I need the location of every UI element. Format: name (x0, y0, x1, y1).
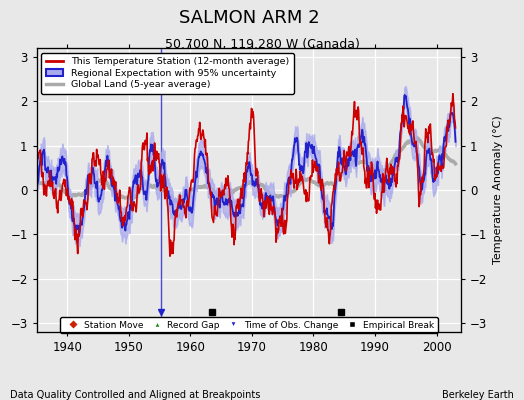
Text: Data Quality Controlled and Aligned at Breakpoints: Data Quality Controlled and Aligned at B… (10, 390, 261, 400)
Title: SALMON ARM 2: SALMON ARM 2 (179, 9, 319, 27)
Legend: Station Move, Record Gap, Time of Obs. Change, Empirical Break: Station Move, Record Gap, Time of Obs. C… (60, 317, 438, 333)
Text: 50.700 N, 119.280 W (Canada): 50.700 N, 119.280 W (Canada) (165, 38, 359, 51)
Text: Berkeley Earth: Berkeley Earth (442, 390, 514, 400)
Y-axis label: Temperature Anomaly (°C): Temperature Anomaly (°C) (493, 116, 503, 264)
